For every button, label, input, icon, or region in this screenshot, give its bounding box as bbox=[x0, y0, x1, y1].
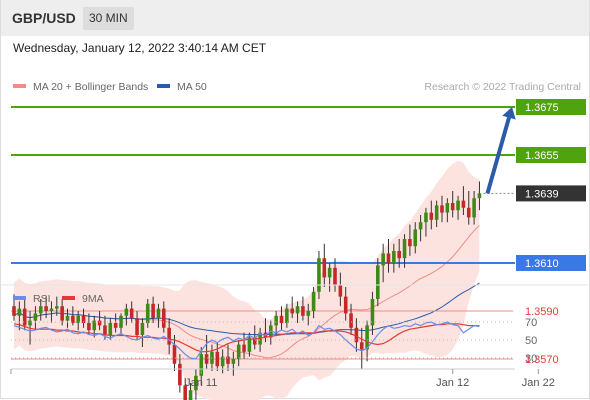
candle-body bbox=[451, 203, 455, 210]
candle-body bbox=[66, 316, 70, 321]
candle-body bbox=[323, 258, 327, 277]
legend-label-0: MA 20 + Bollinger Bands bbox=[33, 81, 148, 93]
candle-body bbox=[237, 345, 241, 359]
candle-body bbox=[18, 309, 22, 316]
candle-body bbox=[232, 359, 236, 364]
candle-body bbox=[333, 268, 337, 285]
candle-body bbox=[349, 313, 353, 327]
candle-body bbox=[424, 213, 428, 223]
rsi-legend-swatch-1 bbox=[62, 296, 75, 300]
candle-body bbox=[430, 213, 434, 220]
candle-body bbox=[306, 311, 310, 316]
candle-body bbox=[109, 323, 113, 335]
candle-body bbox=[103, 325, 107, 335]
watermark: Research © 2022 Trading Central bbox=[424, 81, 581, 93]
candle-body bbox=[98, 321, 102, 326]
candle-body bbox=[167, 328, 171, 345]
candle-body bbox=[462, 201, 466, 208]
rsi-legend-label-0: RSI bbox=[33, 293, 51, 305]
candle-body bbox=[44, 306, 48, 311]
candle-body bbox=[50, 309, 54, 311]
candle-body bbox=[435, 205, 439, 219]
candle-body bbox=[162, 309, 166, 328]
candle-body bbox=[146, 304, 150, 323]
candle-body bbox=[39, 306, 43, 313]
candle-body bbox=[151, 304, 155, 318]
candle-body bbox=[312, 292, 316, 311]
candle-body bbox=[274, 316, 278, 326]
candle-body bbox=[12, 306, 16, 316]
candle-body bbox=[467, 208, 471, 218]
candle-body bbox=[205, 354, 209, 364]
rsi-tick-0: 70 bbox=[525, 317, 537, 329]
candle-body bbox=[344, 297, 348, 314]
pivot-label-2: 1.3610 bbox=[525, 258, 559, 270]
candle-body bbox=[478, 193, 482, 198]
candle-body bbox=[114, 323, 118, 328]
candle-body bbox=[135, 318, 139, 335]
candle-body bbox=[285, 309, 289, 323]
candle-body bbox=[387, 253, 391, 263]
candle-body bbox=[216, 352, 220, 366]
candle-body bbox=[446, 203, 450, 213]
candle-body bbox=[130, 309, 134, 319]
candle-body bbox=[280, 316, 284, 323]
candle-body bbox=[440, 205, 444, 212]
candle-body bbox=[403, 239, 407, 258]
legend-label-1: MA 50 bbox=[177, 81, 207, 93]
candle-body bbox=[23, 309, 27, 326]
candle-body bbox=[60, 306, 64, 320]
candle-body bbox=[242, 345, 246, 352]
rsi-tick-1: 50 bbox=[525, 335, 537, 347]
last-price-label: 1.3639 bbox=[525, 188, 559, 200]
legend-swatch-1 bbox=[157, 84, 170, 88]
rsi-legend-label-1: 9MA bbox=[82, 293, 104, 305]
legend-swatch-0 bbox=[13, 84, 26, 88]
candle-body bbox=[339, 285, 343, 297]
candle-body bbox=[296, 306, 300, 313]
candle-body bbox=[55, 306, 59, 308]
candle-body bbox=[381, 253, 385, 265]
rsi-legend-swatch-0 bbox=[13, 296, 26, 300]
candle-body bbox=[413, 229, 417, 246]
candle-body bbox=[87, 323, 91, 330]
candle-body bbox=[290, 309, 294, 314]
candle-body bbox=[317, 258, 321, 292]
target-label-1: 1.3655 bbox=[525, 150, 559, 162]
candle-body bbox=[141, 323, 145, 335]
candle-body bbox=[397, 251, 401, 258]
candle-body bbox=[408, 239, 412, 246]
x-axis-label-2: Jan 22 bbox=[522, 377, 555, 389]
target-label-0: 1.3675 bbox=[525, 102, 559, 114]
candle-body bbox=[360, 342, 364, 349]
candle-body bbox=[34, 313, 38, 320]
candle-body bbox=[28, 321, 32, 326]
bollinger-band bbox=[14, 161, 479, 400]
candle-body bbox=[301, 306, 305, 316]
candle-body bbox=[178, 364, 182, 386]
candle-body bbox=[328, 268, 332, 278]
candle-body bbox=[157, 309, 161, 319]
candle-body bbox=[173, 345, 177, 364]
candle-body bbox=[371, 299, 375, 325]
candle-body bbox=[392, 251, 396, 263]
candle-body bbox=[456, 201, 460, 211]
candle-body bbox=[189, 390, 193, 400]
x-axis-label-1: Jan 12 bbox=[436, 377, 469, 389]
candle-body bbox=[419, 222, 423, 229]
rsi-tick-2: 30 bbox=[525, 353, 537, 365]
candle-body bbox=[376, 265, 380, 299]
candle-body bbox=[472, 198, 476, 217]
x-axis-label-0: Jan 11 bbox=[185, 377, 217, 389]
candle-body bbox=[125, 309, 129, 316]
